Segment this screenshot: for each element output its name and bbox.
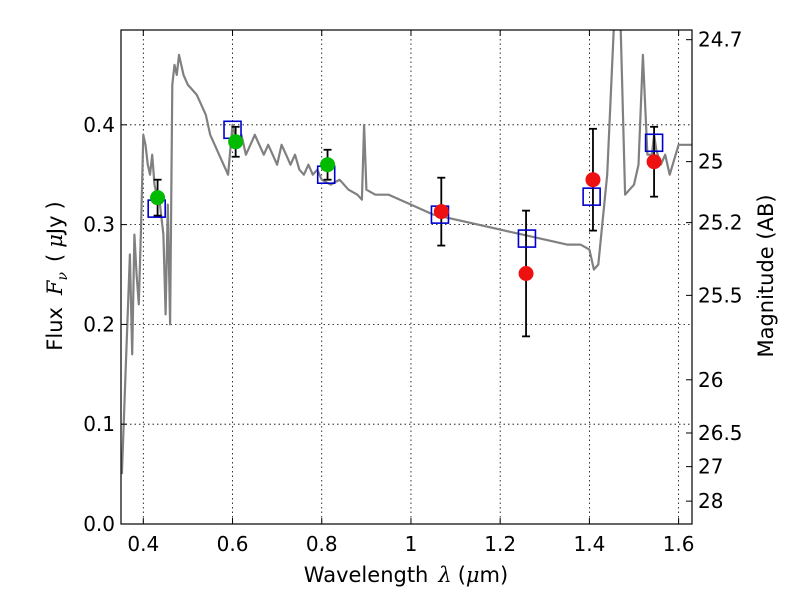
y2-tick-label: 25 — [698, 150, 723, 174]
y2-tick-label: 28 — [698, 489, 723, 513]
photometry-point — [585, 172, 601, 188]
y2-tick-label: 24.7 — [698, 28, 743, 52]
photometry-point — [150, 190, 166, 206]
data-points — [147, 120, 664, 282]
plot-frame — [120, 29, 693, 525]
photometry-point — [433, 204, 449, 220]
y2-axis-title: Magnitude (AB) — [754, 194, 778, 357]
photometry-point — [228, 134, 244, 150]
x-tick-label: 1.6 — [663, 532, 695, 556]
y-tick-label: 0.3 — [83, 213, 115, 237]
y2-tick-label: 25.5 — [698, 283, 743, 307]
spectrum-line — [121, 30, 692, 475]
x-tick-label: 1.4 — [573, 532, 605, 556]
x-tick-label: 1 — [405, 532, 418, 556]
photometry-point — [646, 154, 662, 170]
y-tick-label: 0.2 — [83, 312, 115, 336]
photometry-point — [320, 157, 336, 173]
axis-ticks: 0.4 0.6 0.8 1 1.2 1.4 1.6 0.0 0.1 0.2 0.3 0.4 24.7 25… — [83, 28, 742, 556]
model-square-marker — [644, 133, 664, 153]
y-axis-title: FluxFν(μJy) — [43, 201, 71, 350]
y2-tick-label: 26 — [698, 368, 723, 392]
x-tick-label: 1.2 — [484, 532, 516, 556]
y2-tick-label: 26.5 — [698, 421, 743, 445]
grid — [121, 30, 692, 525]
model-square-marker — [582, 187, 601, 206]
y2-tick-label: 25.2 — [698, 211, 743, 235]
x-tick-label: 0.4 — [127, 532, 159, 556]
y-tick-label: 0.1 — [83, 412, 115, 436]
photometry-point — [518, 266, 534, 282]
y-tick-label: 0.0 — [83, 512, 115, 536]
x-tick-label: 0.6 — [217, 532, 249, 556]
x-tick-label: 0.8 — [306, 532, 338, 556]
y2-tick-label: 27 — [698, 455, 723, 479]
model-square-marker — [517, 229, 537, 248]
y-tick-label: 0.4 — [83, 113, 115, 137]
x-axis-title: Wavelength λ (μm) — [304, 563, 508, 587]
spectrum-layer — [121, 30, 692, 475]
